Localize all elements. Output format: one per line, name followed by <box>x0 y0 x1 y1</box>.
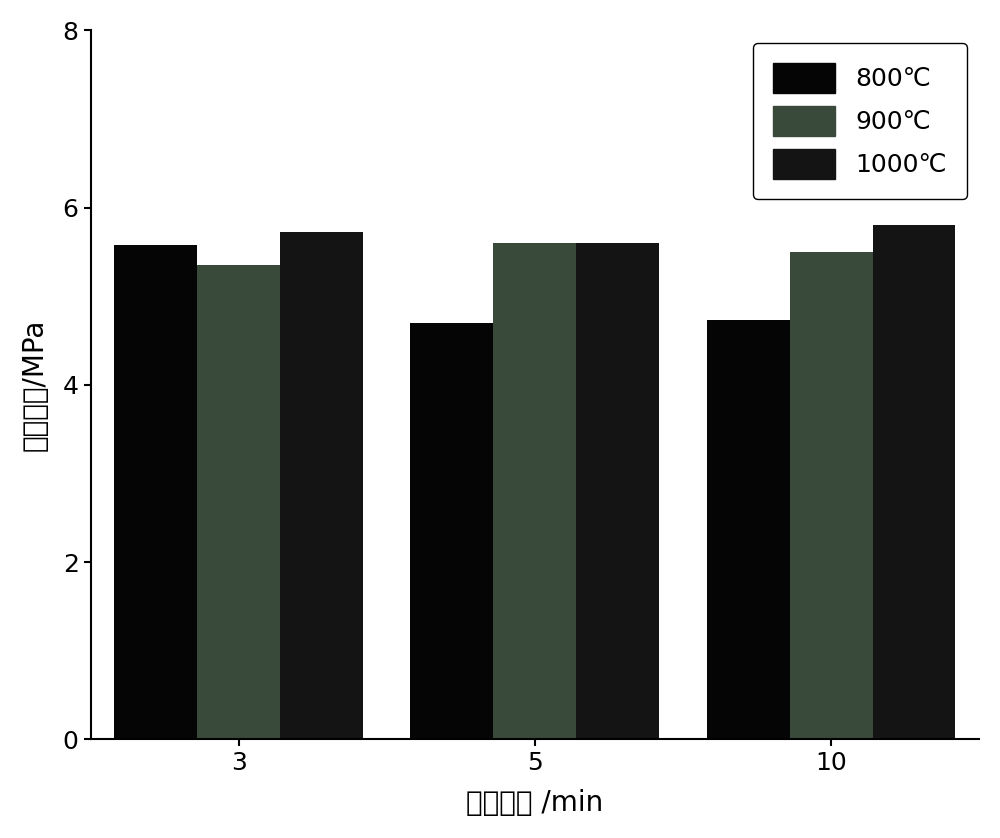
Bar <box>873 225 955 739</box>
Bar <box>493 243 576 739</box>
Legend: 800℃, 900℃, 1000℃: 800℃, 900℃, 1000℃ <box>753 43 967 199</box>
Bar <box>197 266 280 739</box>
X-axis label: 膨胀时间 /min: 膨胀时间 /min <box>466 789 603 817</box>
Bar <box>280 232 363 739</box>
Bar <box>410 323 493 739</box>
Bar <box>707 320 790 739</box>
Bar <box>114 245 197 739</box>
Y-axis label: 拉伸强度/MPa: 拉伸强度/MPa <box>21 318 49 451</box>
Bar <box>576 243 659 739</box>
Bar <box>790 252 873 739</box>
